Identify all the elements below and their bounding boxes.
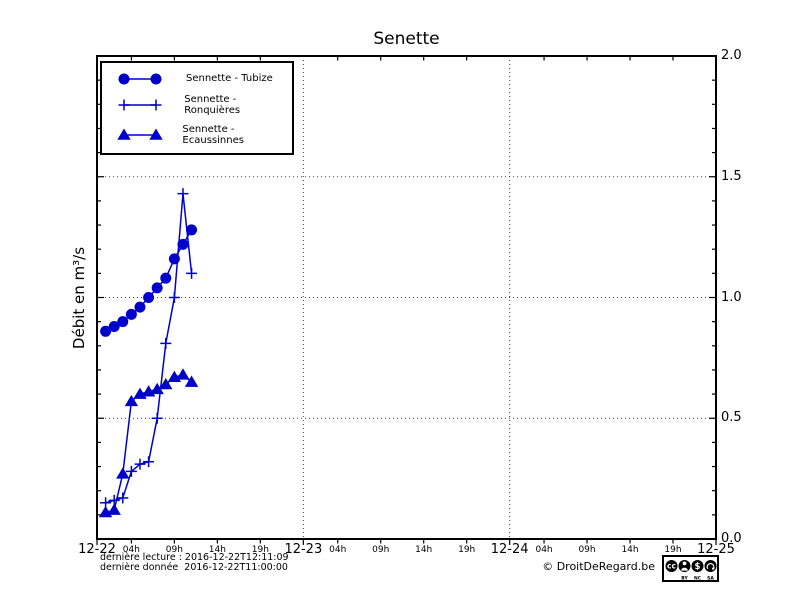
legend-item-label: Sennette - Ronquières — [184, 94, 241, 116]
marker-circle — [134, 301, 146, 313]
marker-circle — [186, 224, 198, 236]
legend-item-label: Sennette - Ecaussinnes — [182, 123, 244, 146]
cc-nc-dollar-icon: $ — [691, 560, 704, 572]
cc-by-label: BY — [681, 576, 688, 582]
legend-item-label: Sennette - Tubize — [186, 73, 273, 84]
marker-circle — [100, 325, 112, 337]
legend-marker-plus-icon — [118, 99, 162, 111]
legend-marker-circle-icon — [118, 73, 162, 84]
last-data-text: dernière donnée 2016-12-22T11:00:00 — [100, 562, 288, 573]
marker-circle — [108, 320, 120, 332]
svg-text:cc: cc — [667, 562, 676, 571]
cc-by-person-icon — [678, 560, 691, 572]
marker-triangle — [159, 377, 173, 390]
legend-item: Sennette - Tubize — [115, 71, 292, 87]
plot-frame — [96, 55, 717, 540]
marker-circle — [117, 316, 129, 328]
y-axis-title: Débit en m³/s — [70, 246, 88, 350]
marker-triangle — [116, 467, 130, 479]
legend: Sennette - Tubize Sennette - Ronquières … — [100, 61, 294, 155]
cc-nc-label: NC — [694, 576, 702, 582]
cc-license-badge: cc $ BY NC SA — [662, 555, 719, 582]
svg-text:$: $ — [695, 562, 701, 572]
marker-triangle — [107, 503, 121, 515]
cc-icon: cc — [665, 560, 678, 572]
last-reading-text: dernière lecture : 2016-12-22T12:11:09 — [100, 552, 289, 563]
cc-sa-label: SA — [707, 576, 714, 582]
legend-item: Sennette - Ecaussinnes — [115, 124, 292, 146]
marker-circle — [151, 282, 163, 294]
marker-circle — [143, 292, 155, 303]
marker-circle — [160, 272, 172, 284]
legend-marker-triangle-icon — [117, 128, 163, 140]
cc-sa-arrow-icon — [704, 560, 717, 572]
copyright-text: © DroitDeRegard.be — [542, 560, 655, 573]
marker-triangle — [124, 394, 139, 407]
marker-triangle — [176, 368, 190, 380]
legend-item: Sennette - Ronquières — [115, 94, 292, 116]
marker-triangle — [184, 375, 199, 387]
chart-title: Senette — [373, 29, 440, 49]
marker-circle — [125, 308, 137, 320]
